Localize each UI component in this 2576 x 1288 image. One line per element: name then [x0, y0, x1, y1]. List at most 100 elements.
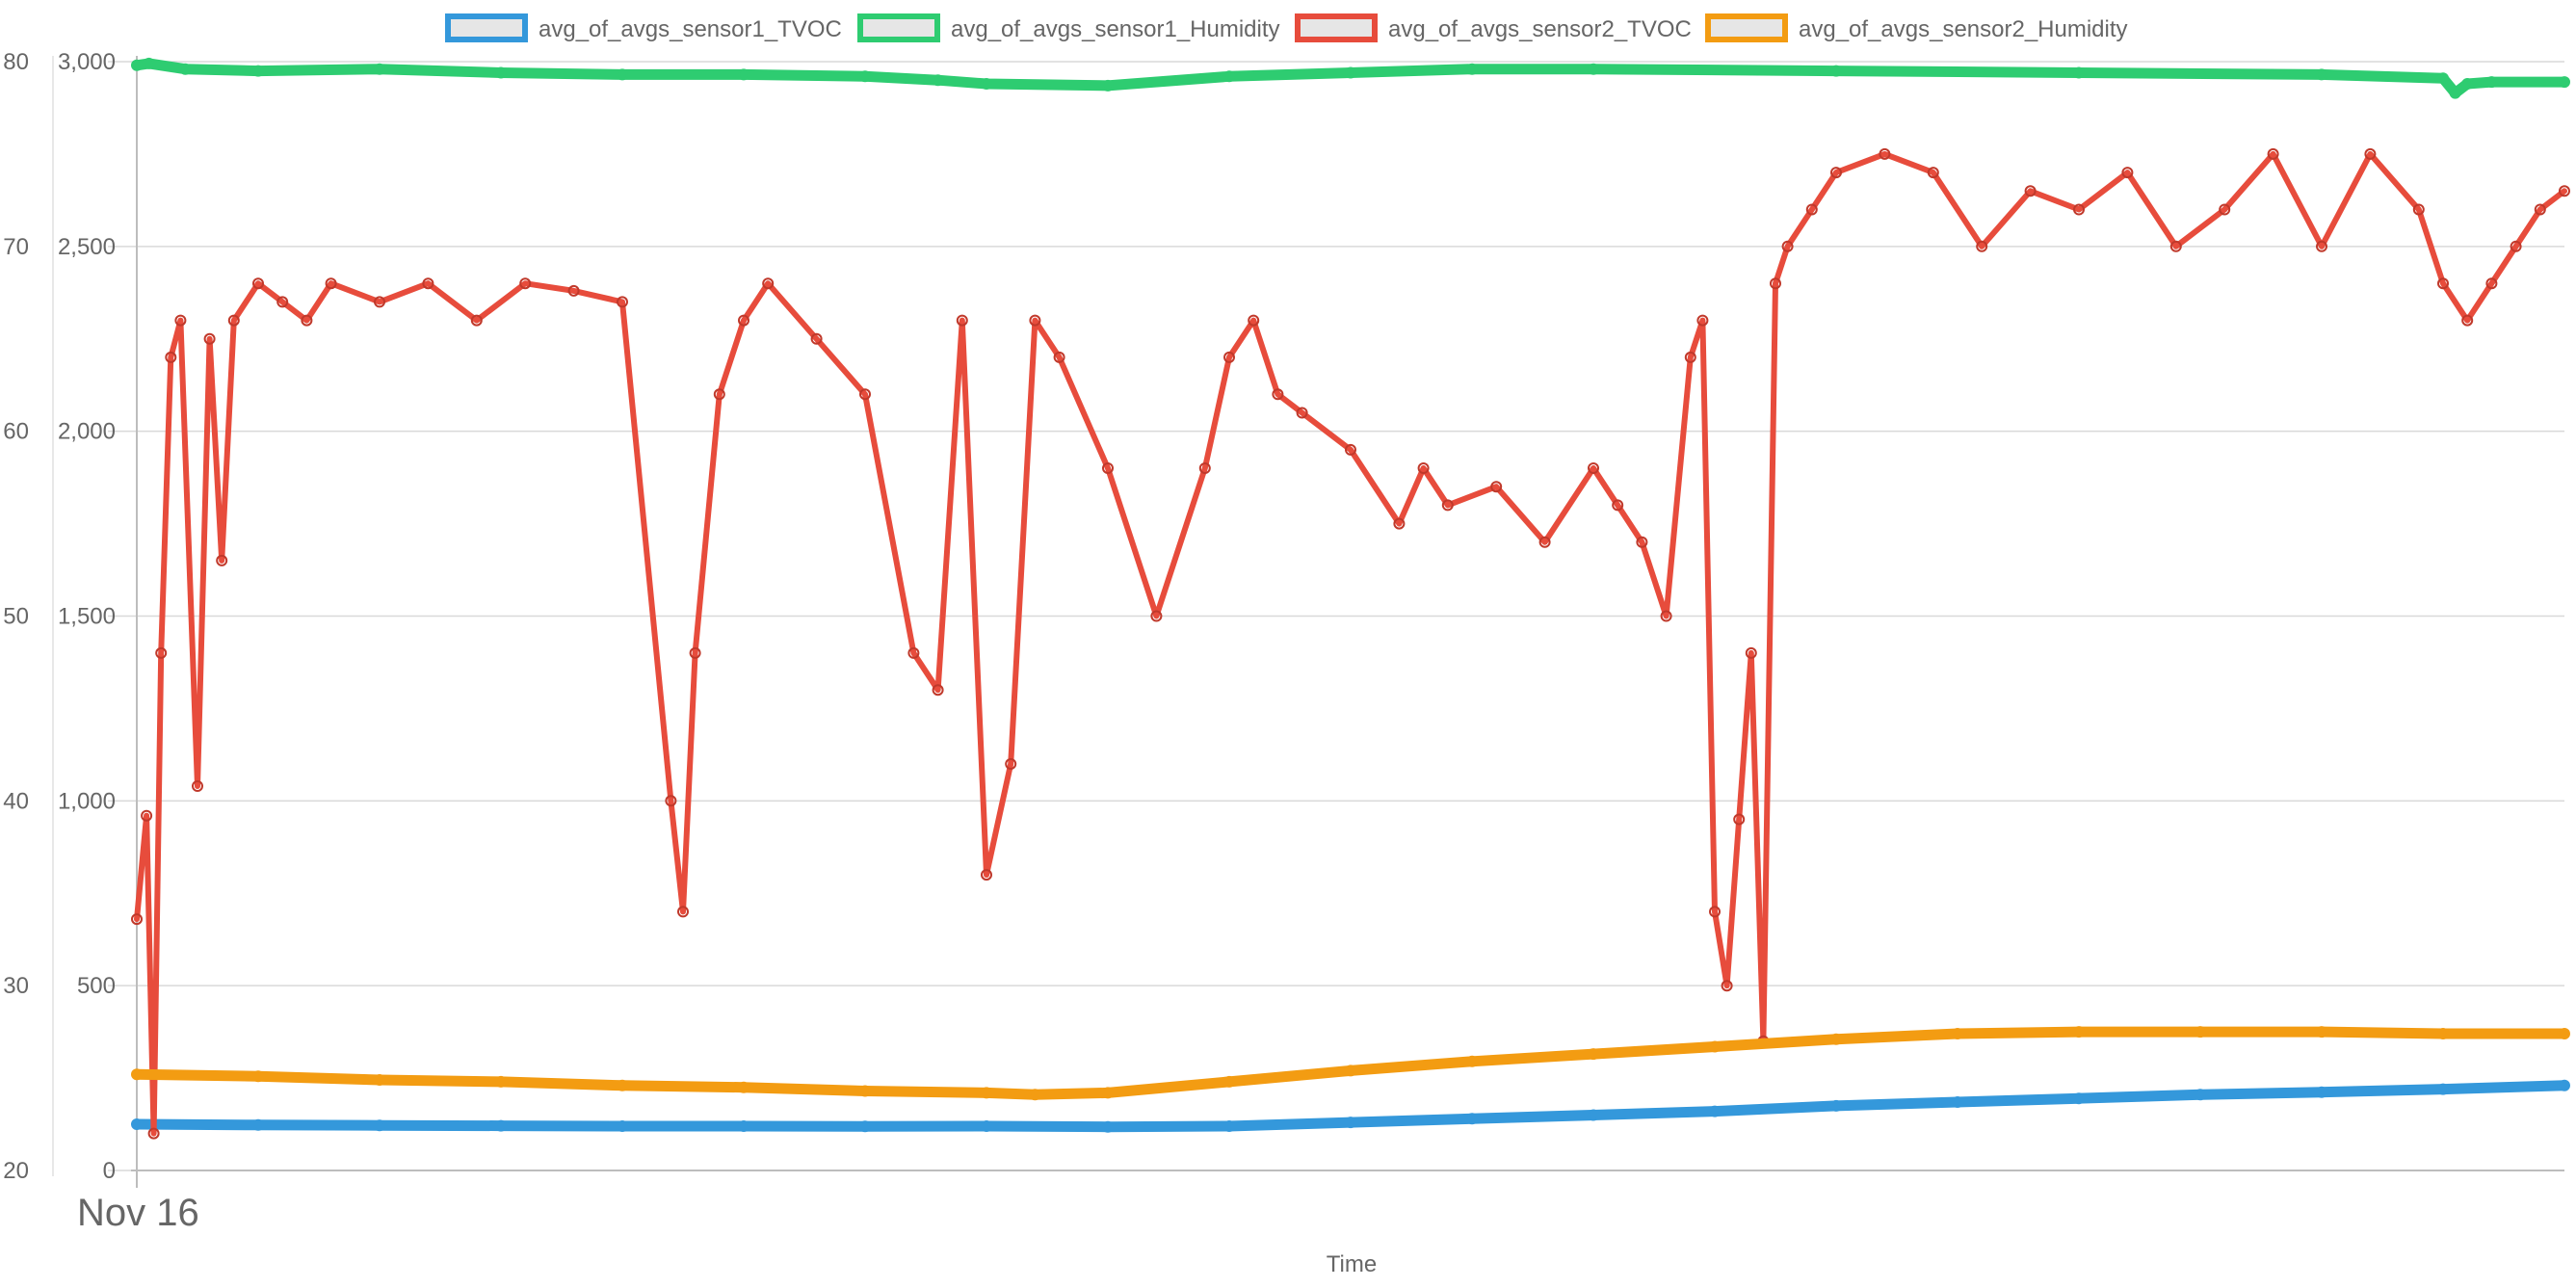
data-point [2510, 240, 2522, 252]
y-right-tick-label: 1,000 [58, 788, 116, 814]
data-point [131, 913, 143, 926]
legend-swatch [1705, 13, 1788, 42]
data-point [1272, 388, 1284, 401]
data-point [2316, 1086, 2327, 1098]
data-point [617, 1079, 628, 1091]
data-point [617, 296, 628, 308]
data-point [2267, 147, 2279, 160]
data-point [1490, 481, 1503, 493]
legend-item[interactable]: avg_of_avgs_sensor1_TVOC [445, 13, 842, 42]
data-point [1053, 351, 1065, 363]
data-point [2437, 1028, 2449, 1039]
series-avg_of_avgs_sensor1_TVOC [131, 1079, 2570, 1133]
data-point [2559, 76, 2570, 89]
data-point [617, 1120, 628, 1132]
data-point [859, 70, 871, 83]
y-left-tick-label: 60 [3, 419, 29, 445]
data-point [143, 57, 155, 69]
data-point [1781, 240, 1794, 252]
data-point [1612, 499, 1624, 512]
data-point [859, 1120, 871, 1133]
data-point [981, 1087, 992, 1099]
data-point [1805, 203, 1818, 216]
data-point [1588, 1048, 1599, 1061]
data-point [374, 1074, 385, 1086]
data-point [617, 68, 628, 81]
legend-item[interactable]: avg_of_avgs_sensor1_Humidity [857, 13, 1280, 42]
data-point [738, 314, 749, 327]
data-point [1952, 1028, 1963, 1039]
data-point [2437, 72, 2449, 85]
data-point [1345, 1117, 1356, 1129]
legend-label: avg_of_avgs_sensor1_Humidity [951, 16, 1280, 42]
data-point [2485, 76, 2498, 89]
data-point [495, 1075, 507, 1088]
data-point [1709, 1105, 1721, 1117]
legend-label: avg_of_avgs_sensor2_TVOC [1388, 16, 1692, 42]
data-point [1150, 610, 1163, 622]
data-point [738, 68, 749, 81]
data-point [2461, 314, 2474, 327]
data-point [1588, 1109, 1599, 1121]
data-point [495, 66, 507, 79]
data-point [374, 63, 385, 75]
data-point [141, 809, 153, 822]
data-point [2449, 87, 2461, 99]
data-point [131, 1118, 143, 1130]
data-point [252, 65, 264, 77]
legend: avg_of_avgs_sensor1_TVOC avg_of_avgs_sens… [445, 13, 2128, 42]
series-avg_of_avgs_sensor2_Humidity [131, 1026, 2570, 1101]
data-point [155, 646, 168, 659]
data-point [567, 284, 580, 297]
data-point [677, 906, 689, 918]
legend-label: avg_of_avgs_sensor2_Humidity [1799, 16, 2128, 42]
data-point [1721, 980, 1733, 992]
y-left-tick-label: 30 [3, 973, 29, 999]
data-point [859, 1085, 871, 1097]
data-point [374, 296, 385, 308]
data-point [1709, 906, 1721, 918]
data-point [1296, 407, 1308, 419]
data-point [2559, 1028, 2570, 1039]
data-point [131, 59, 143, 71]
data-point [1830, 1033, 1842, 1045]
series-line [134, 150, 2567, 1137]
data-point [2195, 1089, 2206, 1101]
data-point [2073, 1092, 2085, 1105]
data-point [981, 869, 992, 881]
legend-swatch [857, 13, 940, 42]
data-point [2559, 185, 2570, 197]
data-point [519, 277, 532, 290]
data-point [252, 1118, 264, 1131]
data-point [689, 646, 701, 659]
data-point [1830, 1099, 1842, 1112]
data-point [2073, 66, 2085, 79]
data-point [301, 314, 313, 327]
data-point [1636, 536, 1648, 548]
data-point [738, 1120, 749, 1132]
data-point [2195, 1026, 2206, 1038]
y-left-tick-label: 80 [3, 49, 29, 75]
data-point [665, 795, 677, 807]
data-point [1223, 1120, 1235, 1132]
data-point [276, 296, 289, 308]
data-point [1696, 314, 1709, 327]
data-point [1248, 314, 1260, 327]
data-point [1345, 66, 1356, 79]
data-point [2169, 240, 2182, 252]
data-point [2073, 1026, 2085, 1038]
data-point [1976, 240, 1988, 252]
data-point [2534, 203, 2546, 216]
data-point [1927, 167, 1939, 179]
axes: 20 30 40 50 60 70 80 0 500 1,000 1,500 2,000 2,500 3,… [3, 49, 2564, 1188]
data-point [1102, 1087, 1114, 1099]
data-point [2316, 1026, 2327, 1038]
legend-item[interactable]: avg_of_avgs_sensor2_Humidity [1705, 13, 2128, 42]
data-point [1345, 443, 1356, 456]
data-point [2437, 1083, 2449, 1095]
data-point [859, 388, 871, 401]
y-right-tick-label: 2,500 [58, 234, 116, 260]
data-point [2121, 167, 2134, 179]
legend-item[interactable]: avg_of_avgs_sensor2_TVOC [1295, 13, 1692, 42]
